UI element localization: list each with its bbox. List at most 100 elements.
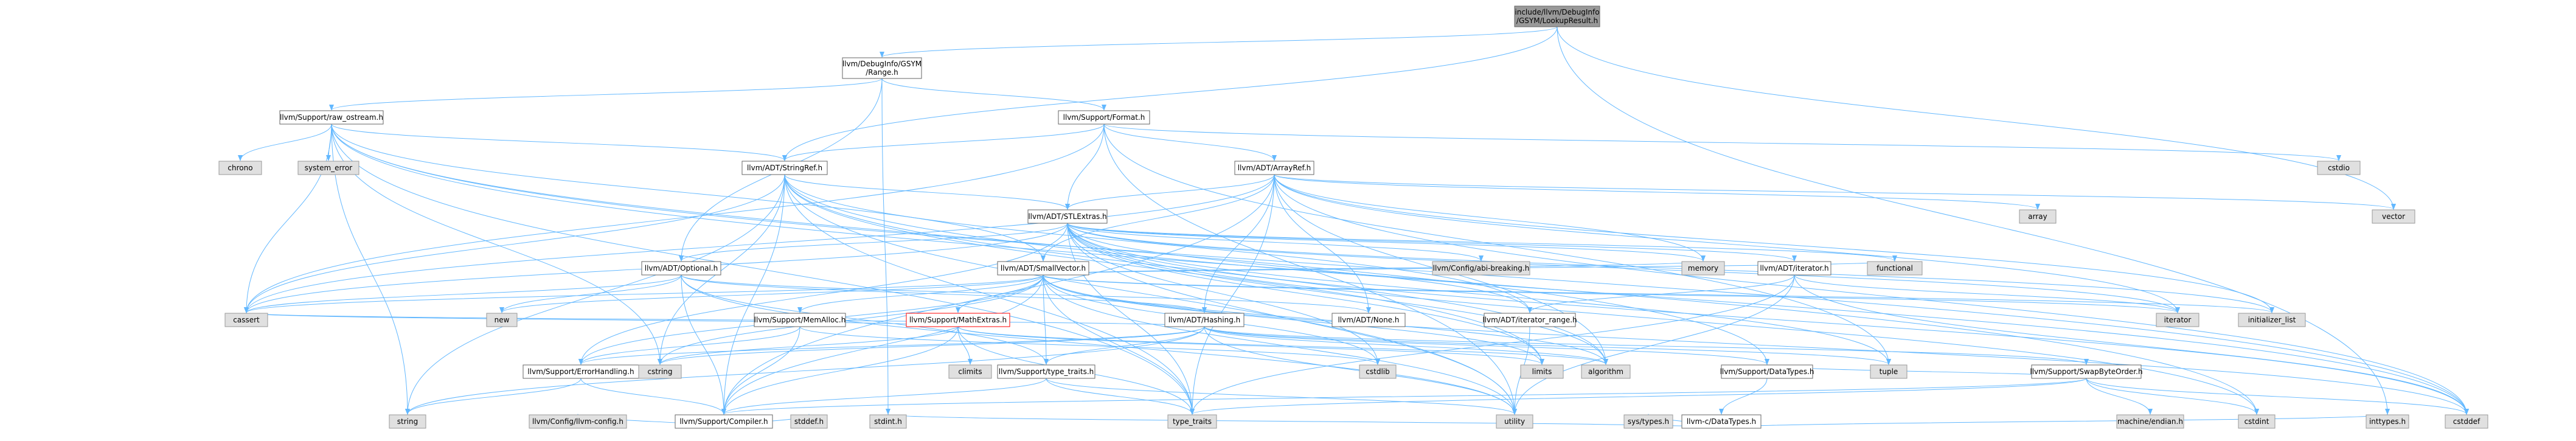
node-label: functional <box>1876 264 1913 273</box>
node-format[interactable]: llvm/Support/Format.h <box>1058 110 1150 125</box>
edge-smallvector-to-initializer_list <box>1043 274 2274 313</box>
node-box <box>218 161 262 175</box>
node-compiler[interactable]: llvm/Support/Compiler.h <box>675 414 773 429</box>
edge-format-to-tuple <box>1103 123 1891 365</box>
node-abi-breaking: llvm/Config/abi-breaking.h <box>1432 261 1530 276</box>
node-label: llvm-c/DataTypes.h <box>1687 417 1756 426</box>
edge-arrayref-to-none <box>1274 174 1371 313</box>
edge-stlextras-to-limits <box>1067 223 1544 365</box>
node-arrayref[interactable]: llvm/ADT/ArrayRef.h <box>1234 161 1314 175</box>
node-box <box>1496 414 1533 429</box>
edge-errorhandling-to-compiler <box>580 378 726 415</box>
node-box <box>389 414 426 429</box>
node-label: llvm/Support/DataTypes.h <box>1720 367 1814 376</box>
edge-root-to-vector <box>1557 26 2396 210</box>
node-machine-endian: machine/endian.h <box>2116 414 2184 429</box>
node-box <box>1681 414 1762 429</box>
node-box <box>2366 414 2409 429</box>
node-label: llvm/Config/llvm-config.h <box>532 417 623 426</box>
edge-smallvector-to-cassert <box>244 274 1044 313</box>
node-iterator-range[interactable]: llvm/ADT/iterator_range.h <box>1482 313 1577 327</box>
node-iterator[interactable]: llvm/ADT/iterator.h <box>1757 261 1831 276</box>
node-range[interactable]: llvm/DebugInfo/GSYM/Range.h <box>842 57 922 79</box>
node-box <box>1164 313 1245 327</box>
node-label: llvm/Support/SwapByteOrder.h <box>2030 367 2142 376</box>
edge-c_datatypes-to-stdint <box>886 414 1722 429</box>
edge-errorhandling-to-string <box>405 378 582 415</box>
node-none[interactable]: llvm/ADT/None.h <box>1331 313 1406 327</box>
node-c-datatypes[interactable]: llvm-c/DataTypes.h <box>1681 414 1762 429</box>
node-box <box>842 57 922 79</box>
edge-range-to-stdint <box>881 78 890 415</box>
node-climits: climits <box>948 364 992 379</box>
edge-swapbyteorder-to-machine_endian <box>2086 378 2153 415</box>
node-cstdlib: cstdlib <box>1359 364 1397 379</box>
node-memalloc[interactable]: llvm/Support/MemAlloc.h <box>754 313 846 327</box>
edge-iterator-to-cstddef <box>1794 274 2469 415</box>
node-label: llvm/ADT/None.h <box>1338 316 1399 324</box>
node-box <box>1514 5 1600 27</box>
edge-root-to-stringref <box>782 26 1558 161</box>
edge-mathextras-to-limits <box>957 326 1544 365</box>
edge-arrayref-to-array <box>1274 174 2040 210</box>
node-chrono: chrono <box>218 161 262 175</box>
node-label: llvm/ADT/Hashing.h <box>1168 316 1241 324</box>
node-box <box>675 414 773 429</box>
node-stringref[interactable]: llvm/ADT/StringRef.h <box>741 161 828 175</box>
node-label: iterator <box>2164 316 2192 324</box>
node-label: llvm/ADT/iterator.h <box>1760 264 1828 273</box>
edge-optional-to-none <box>681 274 1371 313</box>
node-datatypes[interactable]: llvm/Support/DataTypes.h <box>1720 364 1814 379</box>
node-label: cassert <box>233 316 260 324</box>
node-stlextras[interactable]: llvm/ADT/STLExtras.h <box>1027 209 1108 224</box>
node-label: string <box>397 417 418 426</box>
edge-stlextras-to-initializer_list <box>1067 223 2274 313</box>
node-hashing[interactable]: llvm/ADT/Hashing.h <box>1164 313 1245 327</box>
node-initializer-list: initializer_list <box>2238 313 2306 327</box>
node-type-traits: type_traits <box>1167 414 1217 429</box>
node-iterator-std: iterator <box>2156 313 2199 327</box>
node-smallvector[interactable]: llvm/ADT/SmallVector.h <box>997 261 1089 276</box>
edge-stlextras-to-algorithm <box>1067 223 1608 365</box>
node-errorhandling[interactable]: llvm/Support/ErrorHandling.h <box>522 364 639 379</box>
edge-raw_ostream-to-type_traits <box>331 123 1195 415</box>
node-box <box>2238 313 2306 327</box>
node-box <box>2116 414 2184 429</box>
edge-stlextras-to-iterator_std <box>1067 223 2180 313</box>
node-label: llvm/Support/raw_ostream.h <box>280 113 383 122</box>
node-mathextras[interactable]: llvm/Support/MathExtras.h <box>906 313 1010 327</box>
edge-raw_ostream-to-smallvector <box>331 123 1046 262</box>
node-optional[interactable]: llvm/ADT/Optional.h <box>641 261 721 276</box>
edge-memalloc-to-compiler <box>721 326 800 415</box>
edge-stlextras-to-cstdlib <box>1067 223 1380 365</box>
edge-stringref-to-type_traits <box>784 174 1195 415</box>
node-label: llvm/ADT/STLExtras.h <box>1028 212 1106 221</box>
node-root[interactable]: include/llvm/DebugInfo/GSYM/LookupResult… <box>1514 5 1600 27</box>
edge-smallvector-to-mathextras <box>956 274 1044 313</box>
node-raw-ostream[interactable]: llvm/Support/raw_ostream.h <box>279 110 384 125</box>
node-type-traits-h[interactable]: llvm/Support/type_traits.h <box>997 364 1095 379</box>
edge-mathextras-to-algorithm <box>957 326 1608 365</box>
node-label: /GSYM/LookupResult.h <box>1516 16 1598 25</box>
edge-type_traits_h-to-type_traits <box>1046 378 1195 415</box>
node-label: cstdio <box>2328 164 2350 172</box>
node-label: include/llvm/DebugInfo <box>1515 8 1599 16</box>
edge-arrayref-to-cstddef <box>1274 174 2469 415</box>
edge-swapbyteorder-to-compiler <box>721 378 2087 415</box>
node-label: algorithm <box>1588 367 1623 376</box>
node-cstdint: cstdint <box>2238 414 2276 429</box>
node-label: stdint.h <box>874 417 902 426</box>
edge-stlextras-to-iterator_range <box>1067 223 1532 313</box>
edge-hashing-to-swapbyteorder <box>1204 326 2089 365</box>
node-label: vector <box>2382 212 2405 221</box>
edge-stringref-to-iterator_range <box>784 174 1532 313</box>
edge-arrayref-to-initializer_list <box>1274 174 2274 313</box>
edge-stringref-to-utility <box>784 174 1517 415</box>
node-box <box>997 364 1095 379</box>
node-memory: memory <box>1681 261 1725 276</box>
edge-iterator-to-iterator_range <box>1527 274 1795 313</box>
node-label: machine/endian.h <box>2117 417 2183 426</box>
node-swapbyteorder[interactable]: llvm/Support/SwapByteOrder.h <box>2030 364 2143 379</box>
edge-memalloc-to-errorhandling <box>578 326 800 365</box>
edge-swapbyteorder-to-cstddef <box>2086 378 2469 415</box>
